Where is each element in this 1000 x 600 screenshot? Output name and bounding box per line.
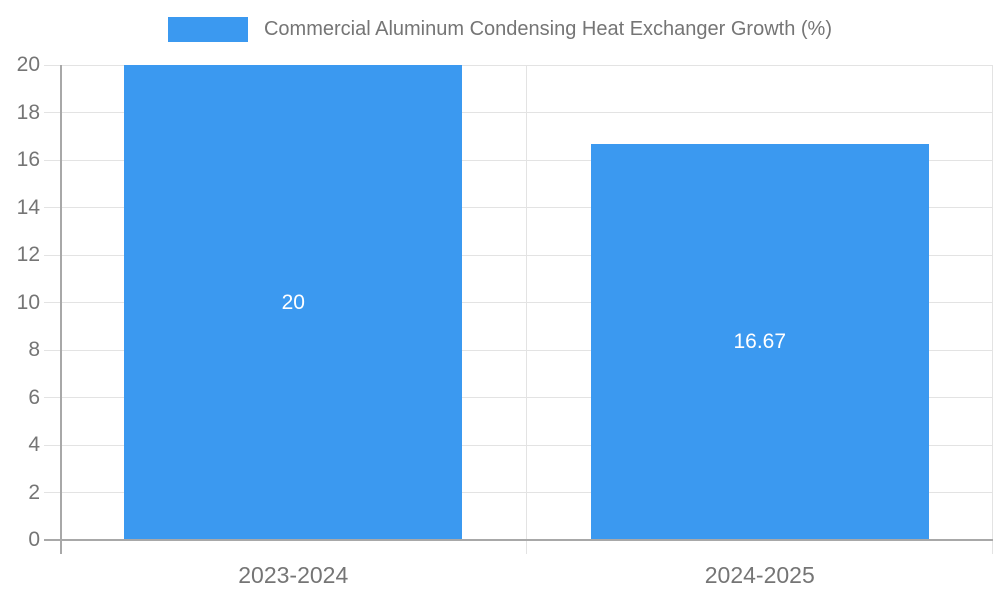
bar: 20: [124, 65, 463, 540]
plot-area: 20 16.67: [44, 64, 993, 554]
bar-value-label: 16.67: [733, 330, 787, 354]
y-axis-line: [59, 65, 62, 554]
x-tick-label: 2023-2024: [238, 562, 349, 588]
x-axis-line: [44, 539, 993, 541]
y-tick-label: 6: [28, 385, 40, 409]
y-tick-label: 0: [28, 528, 40, 551]
y-gridline: [44, 349, 993, 351]
y-gridline: [44, 444, 993, 446]
y-tick-label: 14: [16, 195, 40, 219]
y-tick-label: 16: [16, 148, 40, 171]
bar-value-label: 20: [281, 290, 305, 314]
y-gridline: [44, 492, 993, 493]
y-tick-label: 2: [28, 480, 40, 504]
y-tick-label: 4: [28, 433, 40, 456]
category-divider: [526, 65, 527, 554]
legend-swatch: [167, 17, 248, 42]
y-tick-label: 10: [16, 290, 40, 314]
x-tick-label: 2024-2025: [704, 562, 815, 588]
y-gridline: [44, 254, 993, 256]
y-tick-label: 12: [16, 243, 40, 266]
y-tick-label: 8: [28, 338, 40, 361]
legend-item[interactable]: Commercial Aluminum Condensing Heat Exch…: [0, 17, 1000, 42]
y-gridline: [44, 64, 993, 66]
y-gridline: [44, 207, 993, 208]
bar: 16.67: [590, 144, 929, 540]
y-tick-label: 18: [16, 100, 40, 124]
y-tick-label: 20: [16, 53, 40, 76]
legend-label: Commercial Aluminum Condensing Heat Exch…: [263, 18, 832, 40]
category-divider: [992, 65, 993, 554]
y-gridline: [44, 397, 993, 398]
y-gridline: [44, 302, 993, 303]
y-gridline: [44, 159, 993, 161]
y-gridline: [44, 112, 993, 113]
